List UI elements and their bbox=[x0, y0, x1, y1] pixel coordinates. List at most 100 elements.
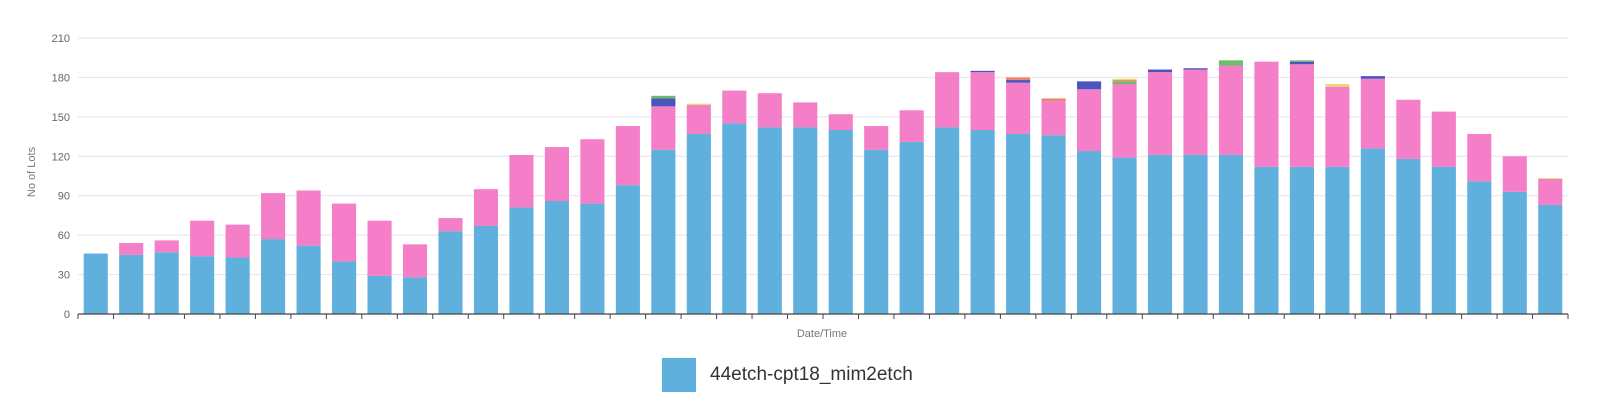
bar-segment[interactable] bbox=[1112, 84, 1137, 158]
bar-segment[interactable] bbox=[1147, 72, 1173, 155]
bar-segment[interactable] bbox=[544, 200, 569, 314]
bar-segment[interactable] bbox=[1041, 98, 1066, 102]
bar-segment[interactable] bbox=[1360, 78, 1385, 149]
bar-segment[interactable] bbox=[1325, 84, 1350, 87]
bar-segment[interactable] bbox=[1502, 156, 1527, 192]
bar-segment[interactable] bbox=[757, 127, 782, 315]
bar-segment[interactable] bbox=[261, 239, 286, 314]
bar-segment[interactable] bbox=[1112, 80, 1137, 82]
bar-segment[interactable] bbox=[402, 277, 428, 314]
bar-segment[interactable] bbox=[686, 105, 711, 134]
bar-segment[interactable] bbox=[509, 207, 534, 314]
bar-segment[interactable] bbox=[1360, 148, 1385, 314]
bar-segment[interactable] bbox=[1041, 101, 1066, 136]
bar-segment[interactable] bbox=[651, 149, 676, 314]
bar-segment[interactable] bbox=[970, 70, 995, 73]
bar-segment[interactable] bbox=[473, 225, 499, 314]
bar-segment[interactable] bbox=[367, 275, 392, 314]
bar-segment[interactable] bbox=[154, 240, 179, 253]
bar-segment[interactable] bbox=[935, 127, 960, 315]
bar-segment[interactable] bbox=[190, 220, 215, 257]
bar-segment[interactable] bbox=[1218, 154, 1244, 314]
bar-segment[interactable] bbox=[686, 133, 711, 314]
bar-segment[interactable] bbox=[580, 203, 605, 314]
bar-segment[interactable] bbox=[1538, 204, 1563, 314]
bar-segment[interactable] bbox=[1147, 154, 1173, 314]
bar-segment[interactable] bbox=[1502, 191, 1527, 314]
bar-segment[interactable] bbox=[190, 256, 215, 314]
bar-segment[interactable] bbox=[225, 224, 250, 258]
bar-segment[interactable] bbox=[828, 114, 853, 130]
bar-segment[interactable] bbox=[1112, 81, 1137, 84]
bar-segment[interactable] bbox=[1077, 81, 1102, 90]
bar-segment[interactable] bbox=[1254, 166, 1279, 314]
bar-segment[interactable] bbox=[1218, 65, 1244, 155]
bar-segment[interactable] bbox=[1147, 69, 1173, 73]
bar-segment[interactable] bbox=[1077, 151, 1102, 314]
bar-segment[interactable] bbox=[1538, 179, 1563, 205]
bar-segment[interactable] bbox=[970, 130, 995, 314]
bar-segment[interactable] bbox=[1289, 64, 1314, 167]
bar-segment[interactable] bbox=[296, 190, 321, 246]
bar-segment[interactable] bbox=[864, 126, 889, 150]
bar-segment[interactable] bbox=[1041, 135, 1066, 314]
bar-segment[interactable] bbox=[1112, 157, 1137, 314]
bar-segment[interactable] bbox=[1325, 86, 1350, 167]
bar-segment[interactable] bbox=[296, 245, 321, 314]
bar-segment[interactable] bbox=[1396, 158, 1421, 314]
bar-segment[interactable] bbox=[722, 123, 747, 315]
bar-segment[interactable] bbox=[864, 149, 889, 314]
bar-segment[interactable] bbox=[1431, 166, 1456, 314]
bar-segment[interactable] bbox=[509, 154, 534, 208]
bar-segment[interactable] bbox=[1467, 133, 1492, 182]
bar-segment[interactable] bbox=[1289, 60, 1314, 62]
bar-segment[interactable] bbox=[793, 127, 818, 315]
bar-segment[interactable] bbox=[1218, 60, 1244, 66]
bar-segment[interactable] bbox=[1183, 154, 1208, 314]
bar-segment[interactable] bbox=[757, 93, 782, 128]
bar-segment[interactable] bbox=[1467, 181, 1492, 314]
bar-segment[interactable] bbox=[1396, 99, 1421, 159]
bar-segment[interactable] bbox=[473, 189, 499, 226]
bar-segment[interactable] bbox=[899, 141, 924, 314]
legend[interactable]: 44etch-cpt18_mim2etch bbox=[662, 358, 913, 392]
bar-segment[interactable] bbox=[1183, 68, 1208, 70]
bar-segment[interactable] bbox=[722, 90, 747, 124]
bar-segment[interactable] bbox=[1289, 166, 1314, 314]
bar-segment[interactable] bbox=[580, 139, 605, 204]
bar-segment[interactable] bbox=[686, 103, 711, 106]
bar-segment[interactable] bbox=[83, 253, 108, 314]
bar-segment[interactable] bbox=[651, 98, 676, 107]
bar-segment[interactable] bbox=[1431, 111, 1456, 167]
bar-segment[interactable] bbox=[1538, 178, 1563, 180]
bar-segment[interactable] bbox=[225, 257, 250, 314]
bar-segment[interactable] bbox=[1006, 133, 1031, 314]
bar-segment[interactable] bbox=[119, 243, 144, 255]
bar-segment[interactable] bbox=[438, 218, 463, 232]
bar-segment[interactable] bbox=[1360, 76, 1385, 79]
bar-segment[interactable] bbox=[899, 110, 924, 142]
bar-segment[interactable] bbox=[119, 254, 144, 314]
bar-segment[interactable] bbox=[1254, 61, 1279, 167]
bar-segment[interactable] bbox=[1077, 89, 1102, 152]
bar-segment[interactable] bbox=[438, 231, 463, 314]
bar-segment[interactable] bbox=[1112, 78, 1137, 81]
bar-segment[interactable] bbox=[367, 220, 392, 276]
bar-segment[interactable] bbox=[1006, 80, 1031, 83]
bar-segment[interactable] bbox=[1289, 61, 1314, 65]
bar-segment[interactable] bbox=[332, 261, 357, 314]
bar-segment[interactable] bbox=[154, 252, 179, 314]
bar-segment[interactable] bbox=[402, 244, 428, 278]
bar-segment[interactable] bbox=[332, 203, 357, 262]
bar-segment[interactable] bbox=[828, 130, 853, 314]
bar-segment[interactable] bbox=[615, 126, 640, 186]
bar-segment[interactable] bbox=[544, 147, 569, 201]
bar-segment[interactable] bbox=[1006, 77, 1031, 81]
bar-segment[interactable] bbox=[935, 72, 960, 128]
bar-segment[interactable] bbox=[1325, 166, 1350, 314]
bar-segment[interactable] bbox=[261, 193, 286, 240]
bar-segment[interactable] bbox=[615, 185, 640, 314]
bar-segment[interactable] bbox=[651, 95, 676, 99]
bar-segment[interactable] bbox=[1006, 82, 1031, 134]
bar-segment[interactable] bbox=[651, 106, 676, 150]
